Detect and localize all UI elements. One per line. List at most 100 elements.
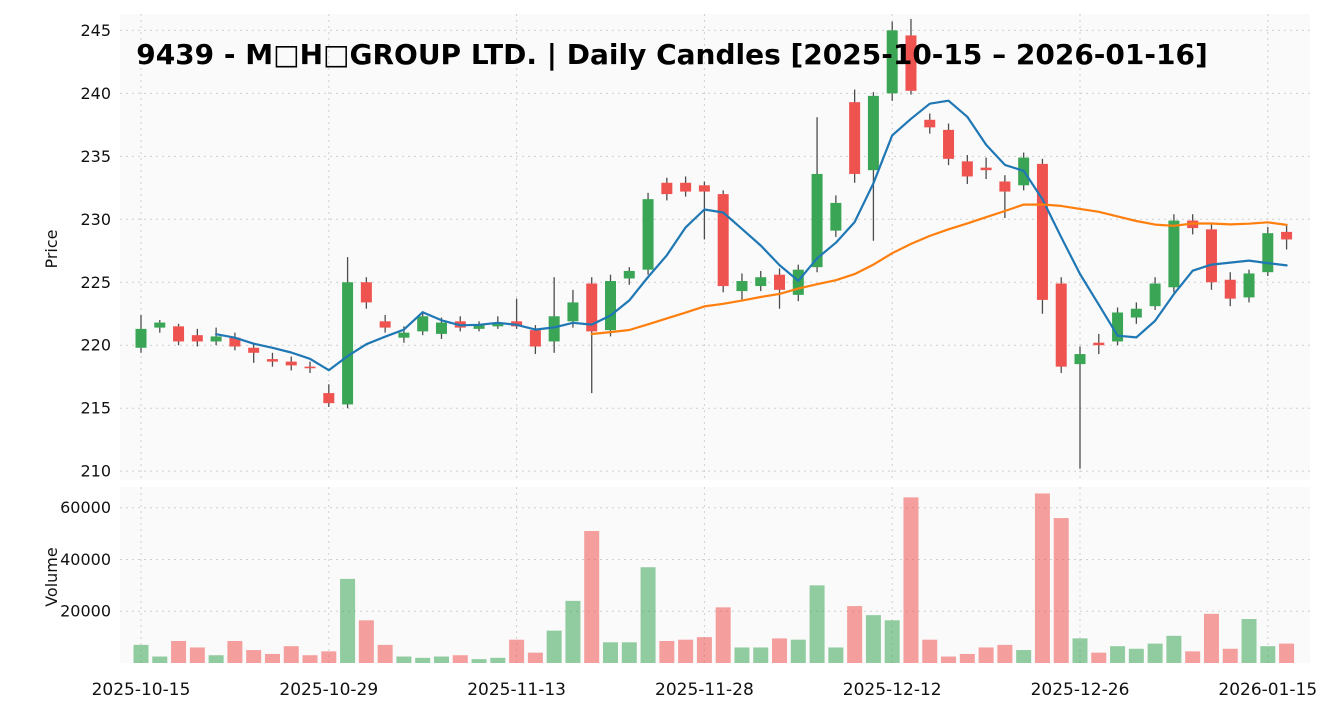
candle-body xyxy=(210,336,222,342)
candle-body xyxy=(886,30,898,94)
candle-body xyxy=(605,281,616,331)
volume-bar xyxy=(1241,619,1257,663)
volume-bar xyxy=(790,639,806,663)
candle-body xyxy=(135,328,147,348)
volume-bar xyxy=(227,641,243,663)
volume-bar xyxy=(809,585,825,663)
price-tick-label: 220 xyxy=(80,336,111,355)
volume-bar xyxy=(1128,648,1144,663)
volume-bar xyxy=(264,653,280,663)
date-tick-label: 2025-10-29 xyxy=(279,680,378,700)
price-tick-label: 215 xyxy=(80,399,111,418)
volume-bar xyxy=(1203,613,1219,663)
candle-body xyxy=(586,283,598,332)
volume-bar xyxy=(396,656,412,663)
candle-body xyxy=(905,35,917,91)
candle-body xyxy=(1149,283,1161,307)
volume-tick-label: 60000 xyxy=(60,498,111,517)
volume-bar xyxy=(171,641,187,663)
date-tick-label: 2025-11-13 xyxy=(467,680,566,700)
volume-bar xyxy=(433,656,449,663)
candle-body xyxy=(1262,233,1274,273)
price-tick-label: 210 xyxy=(80,462,111,481)
volume-bar xyxy=(584,531,600,663)
volume-bar xyxy=(133,644,149,663)
candle-body xyxy=(1093,342,1105,346)
volume-tick-label: 40000 xyxy=(60,550,111,569)
volume-bar xyxy=(1053,518,1069,663)
volume-axis-label: Volume xyxy=(42,547,61,607)
volume-bar xyxy=(1016,650,1032,663)
volume-bar xyxy=(546,630,562,663)
candle-body xyxy=(266,359,278,362)
candle-body xyxy=(661,182,673,195)
volume-bar xyxy=(358,620,374,663)
volume-bar xyxy=(1072,638,1088,663)
volume-bar xyxy=(1034,493,1050,663)
volume-bar xyxy=(490,657,506,663)
volume-bar xyxy=(1147,643,1163,663)
volume-bar xyxy=(659,641,675,663)
volume-bar xyxy=(903,497,919,663)
volume-bar xyxy=(377,644,393,663)
volume-bar xyxy=(527,652,543,663)
candle-body xyxy=(529,330,541,347)
candle-body xyxy=(849,102,861,174)
volume-bar xyxy=(302,655,318,663)
candle-body xyxy=(304,366,316,369)
volume-bar xyxy=(509,639,525,663)
candle-body xyxy=(1074,354,1086,365)
candle-body xyxy=(548,316,560,342)
volume-bar xyxy=(847,606,863,663)
price-panel xyxy=(120,14,1310,480)
volume-bar xyxy=(715,607,731,663)
date-tick-label: 2026-01-15 xyxy=(1218,680,1317,700)
candle-body xyxy=(623,270,635,279)
candle-body xyxy=(961,161,973,177)
volume-bar xyxy=(941,656,957,663)
volume-bar xyxy=(452,655,468,663)
candle-body xyxy=(999,181,1011,192)
volume-bar xyxy=(696,637,712,663)
candle-body xyxy=(680,182,692,192)
candle-body xyxy=(1281,231,1293,240)
volume-bar xyxy=(1185,651,1201,663)
volume-bar xyxy=(1091,652,1107,663)
price-tick-label: 240 xyxy=(80,84,111,103)
volume-bar xyxy=(884,620,900,663)
volume-bar xyxy=(734,647,750,663)
candle-body xyxy=(1243,273,1255,298)
candle-body xyxy=(1205,229,1217,283)
candle-body xyxy=(1036,163,1048,300)
date-tick-label: 2025-10-15 xyxy=(92,680,191,700)
candle-body xyxy=(642,199,654,270)
candle-body xyxy=(191,335,203,342)
volume-bar xyxy=(603,642,618,663)
volume-bar xyxy=(978,647,994,663)
candle-body xyxy=(943,129,955,159)
price-tick-label: 225 xyxy=(80,273,111,292)
volume-bar xyxy=(997,644,1013,663)
candle-body xyxy=(285,361,297,366)
volume-bar xyxy=(621,642,637,663)
candle-body xyxy=(1055,283,1067,367)
candle-body xyxy=(698,185,710,192)
candle-body xyxy=(435,322,447,334)
volume-bar xyxy=(678,639,694,663)
date-tick-label: 2025-11-28 xyxy=(655,680,754,700)
price-axis-label: Price xyxy=(42,229,61,268)
candle-body xyxy=(342,282,354,405)
candle-body xyxy=(173,326,185,342)
volume-bar xyxy=(565,600,581,663)
volume-panel xyxy=(120,487,1310,663)
candle-body xyxy=(323,393,335,404)
price-tick-label: 235 xyxy=(80,147,111,166)
volume-bar xyxy=(283,646,299,663)
candle-body xyxy=(830,202,842,231)
candle-body xyxy=(492,322,504,327)
volume-bar xyxy=(1110,646,1126,663)
volume-bar xyxy=(152,656,168,663)
candle-body xyxy=(379,321,391,328)
volume-bar xyxy=(1260,646,1276,663)
